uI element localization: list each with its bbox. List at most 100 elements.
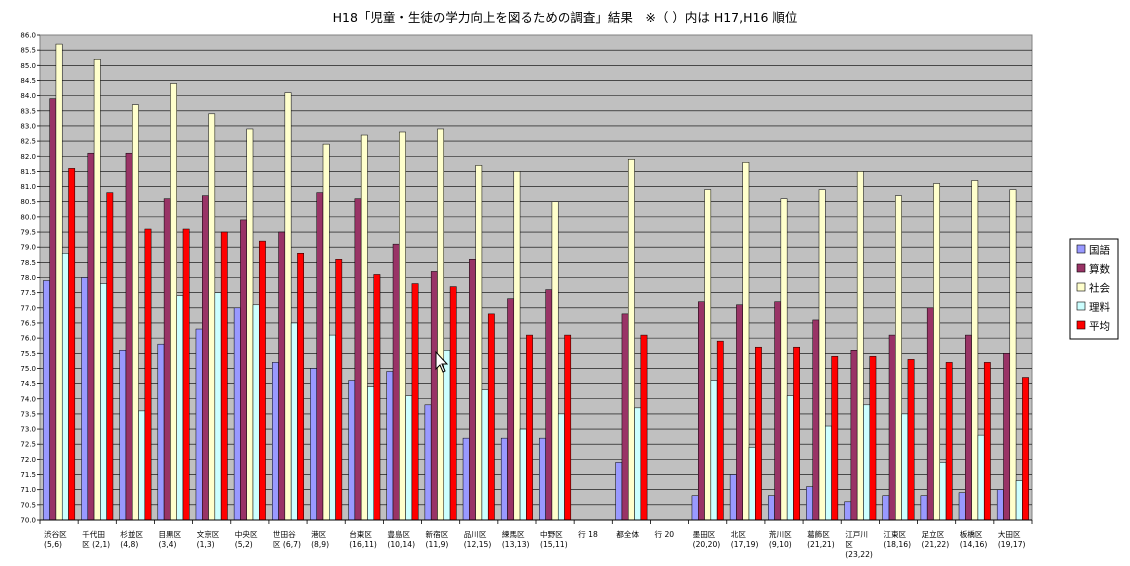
- bar-理料: [977, 434, 985, 521]
- mouse-cursor-icon: [435, 350, 449, 373]
- bar-平均: [564, 334, 572, 521]
- bar-国語: [157, 343, 165, 521]
- x-category-label: 新宿区(11,9): [426, 529, 449, 549]
- x-category-label: 行 18: [578, 529, 598, 539]
- bar-算数: [392, 243, 400, 521]
- bar-理料: [405, 395, 413, 521]
- bar-算数: [736, 304, 743, 521]
- bar-国語: [119, 350, 127, 521]
- bar-平均: [869, 356, 877, 521]
- y-tick-label: 82.5: [20, 138, 36, 146]
- bar-算数: [812, 319, 820, 521]
- bar-理料: [176, 295, 184, 521]
- y-tick-label: 77.5: [20, 289, 36, 297]
- bar-算数: [240, 219, 247, 521]
- x-category-label: 練馬区(13,13): [502, 529, 530, 549]
- bar-理料: [61, 253, 69, 521]
- y-tick-label: 75.0: [20, 365, 36, 373]
- x-axis: 渋谷区(5,6) 千代田区 (2,1) 杉並区(4,8) 目黒区(3,4) 文京区(1,…: [39, 519, 1033, 559]
- bar-算数: [354, 198, 362, 521]
- bar-国語: [348, 380, 356, 521]
- bar-国語: [920, 495, 928, 521]
- legend-label: 理料: [1089, 301, 1111, 314]
- bar-国語: [272, 362, 279, 521]
- x-category-label: 渋谷区(5,6): [44, 529, 67, 549]
- bar-国語: [844, 501, 852, 521]
- x-category-label: 豊島区(10,14): [387, 529, 415, 549]
- x-category-label: 江戸川区(23,22): [845, 530, 873, 559]
- legend-label: 算数: [1089, 263, 1111, 276]
- x-category-label: 葛飾区(21,21): [807, 529, 835, 549]
- legend-label: 社会: [1089, 282, 1111, 295]
- y-tick-label: 72.5: [20, 441, 36, 449]
- y-tick-label: 78.5: [20, 259, 36, 267]
- bar-平均: [144, 228, 152, 521]
- bar-平均: [793, 346, 800, 521]
- y-tick-label: 85.0: [20, 62, 36, 70]
- bar-理料: [939, 462, 947, 521]
- bar-国語: [882, 495, 890, 521]
- legend-label: 平均: [1089, 321, 1110, 333]
- bar-社会: [971, 180, 979, 521]
- bar-国語: [615, 462, 623, 521]
- x-category-label: 世田谷区 (6,7): [273, 529, 301, 549]
- bar-国語: [500, 437, 508, 521]
- bar-算数: [469, 259, 476, 521]
- bar-社会: [246, 128, 254, 521]
- bar-算数: [1003, 353, 1011, 521]
- legend-swatch: [1076, 282, 1086, 292]
- y-tick-label: 82.0: [20, 153, 36, 161]
- y-tick-label: 79.0: [20, 244, 36, 252]
- y-tick-label: 79.5: [20, 229, 36, 237]
- bar-理料: [634, 407, 642, 521]
- bar-国語: [233, 307, 241, 521]
- x-category-label: 台東区(16,11): [349, 529, 377, 549]
- x-category-label: 港区(8,9): [311, 529, 329, 549]
- legend-swatch: [1076, 320, 1086, 330]
- bar-社会: [742, 162, 750, 521]
- bar-平均: [983, 362, 991, 521]
- y-tick-label: 76.0: [20, 335, 36, 343]
- bar-社会: [1009, 189, 1017, 521]
- bar-国語: [386, 371, 394, 521]
- bar-国語: [462, 437, 470, 521]
- bar-算数: [621, 313, 629, 521]
- bar-算数: [278, 231, 286, 521]
- bar-社会: [933, 183, 941, 521]
- bar-理料: [329, 334, 336, 521]
- y-tick-label: 74.5: [20, 380, 36, 388]
- bar-国語: [691, 495, 699, 521]
- bar-平均: [945, 362, 953, 521]
- bar-国語: [424, 404, 432, 521]
- y-tick-label: 81.0: [20, 183, 36, 191]
- y-tick-label: 80.5: [20, 198, 36, 206]
- bar-社会: [399, 131, 406, 521]
- x-category-label: 江東区(18,16): [883, 529, 911, 549]
- bar-平均: [487, 313, 495, 521]
- bar-算数: [49, 98, 57, 521]
- y-tick-label: 72.0: [20, 456, 36, 464]
- bar-社会: [780, 198, 788, 521]
- bar-社会: [704, 189, 712, 521]
- chart-title: H18「児童・生徒の学力向上を図るための調査」結果 ※（ ）内は H17,H16…: [333, 10, 798, 25]
- bar-平均: [106, 192, 114, 521]
- bar-理料: [557, 413, 565, 521]
- y-tick-label: 71.0: [20, 486, 36, 494]
- y-tick-label: 78.0: [20, 274, 36, 282]
- bar-平均: [449, 286, 457, 521]
- y-axis: 70.0 70.5 71.0 71.5 72.0 72.5 73.0 73.5 74.0 74.5…: [20, 32, 40, 525]
- x-category-label: 中野区(15,11): [540, 529, 568, 549]
- bar-国語: [768, 495, 775, 521]
- legend-swatch: [1076, 244, 1086, 254]
- y-tick-label: 70.5: [20, 501, 36, 509]
- bar-国語: [310, 368, 317, 521]
- x-category-label: 北区(17,19): [731, 530, 759, 549]
- bar-算数: [888, 334, 896, 521]
- bar-算数: [163, 198, 171, 521]
- bar-平均: [182, 228, 190, 521]
- y-tick-label: 81.5: [20, 168, 36, 176]
- bar-理料: [710, 380, 718, 521]
- bar-理料: [786, 395, 794, 521]
- x-category-label: 墨田区(20,20): [693, 530, 721, 549]
